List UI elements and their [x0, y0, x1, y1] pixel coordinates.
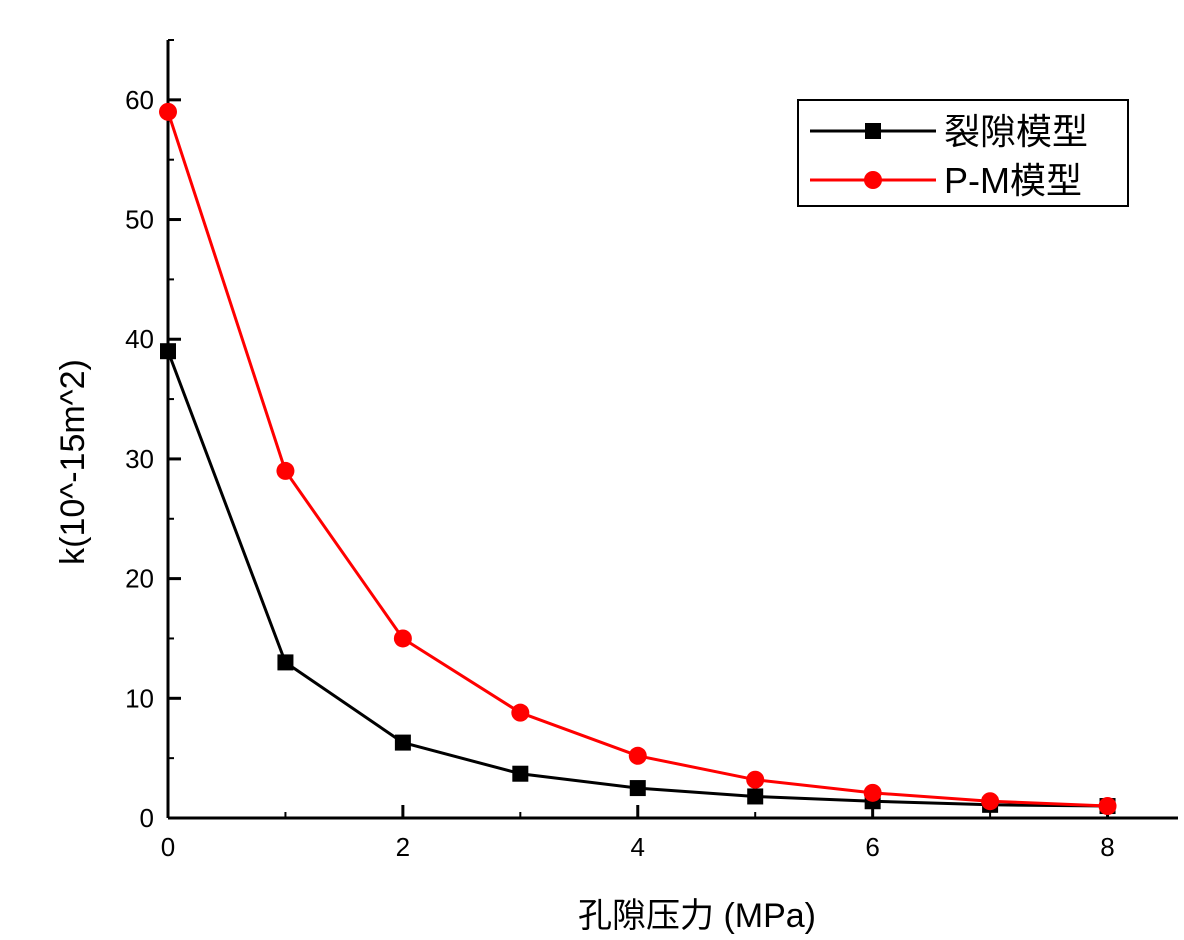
y-axis-title: k(10^-15m^2) [54, 359, 92, 565]
legend-marker-series-1 [865, 123, 881, 139]
x-axis-title: 孔隙压力 (MPa) [578, 897, 816, 935]
x-tick-label: 4 [631, 832, 645, 862]
series-line-2 [166, 111, 1108, 808]
legend: 裂隙模型 P-M模型 [797, 99, 1129, 207]
data-point-series-2 [628, 746, 647, 765]
series-layer [159, 102, 1117, 816]
x-tick-label: 6 [865, 832, 879, 862]
y-tick-label: 20 [125, 564, 154, 594]
y-tick-label: 50 [125, 205, 154, 235]
legend-box [797, 99, 1129, 207]
data-point-series-2 [159, 102, 177, 121]
y-tick-label: 60 [125, 85, 154, 115]
y-tick-label: 30 [125, 444, 154, 474]
data-point-series-2 [393, 629, 412, 648]
y-tick-label: 0 [140, 803, 154, 833]
legend-label-series-1: 裂隙模型 [944, 111, 1088, 152]
data-point-series-2 [746, 770, 765, 789]
data-point-series-1 [277, 654, 294, 671]
legend-item-series-1: 裂隙模型 [810, 111, 1088, 152]
x-tick-label: 0 [161, 832, 175, 862]
y-tick-label: 10 [125, 683, 154, 713]
data-point-series-1 [629, 780, 646, 797]
data-point-series-1 [394, 734, 411, 751]
data-point-series-1 [160, 343, 176, 360]
legend-label-series-2: P-M模型 [944, 160, 1082, 201]
data-point-series-1 [512, 765, 529, 782]
data-point-series-2 [276, 461, 295, 480]
y-tick-label: 40 [125, 324, 154, 354]
axes: 0 2 4 6 8 0 10 20 30 40 50 60 [125, 39, 1178, 862]
data-point-series-2 [863, 783, 882, 802]
data-point-series-2 [981, 792, 1000, 811]
data-point-series-2 [511, 703, 530, 722]
x-tick-label: 2 [396, 832, 410, 862]
legend-item-series-2: P-M模型 [810, 160, 1082, 201]
x-tick-label: 8 [1100, 832, 1114, 862]
legend-marker-series-2 [864, 171, 882, 189]
series-line-1 [166, 350, 1108, 808]
data-point-series-2 [1098, 797, 1117, 816]
data-point-series-1 [747, 788, 764, 805]
